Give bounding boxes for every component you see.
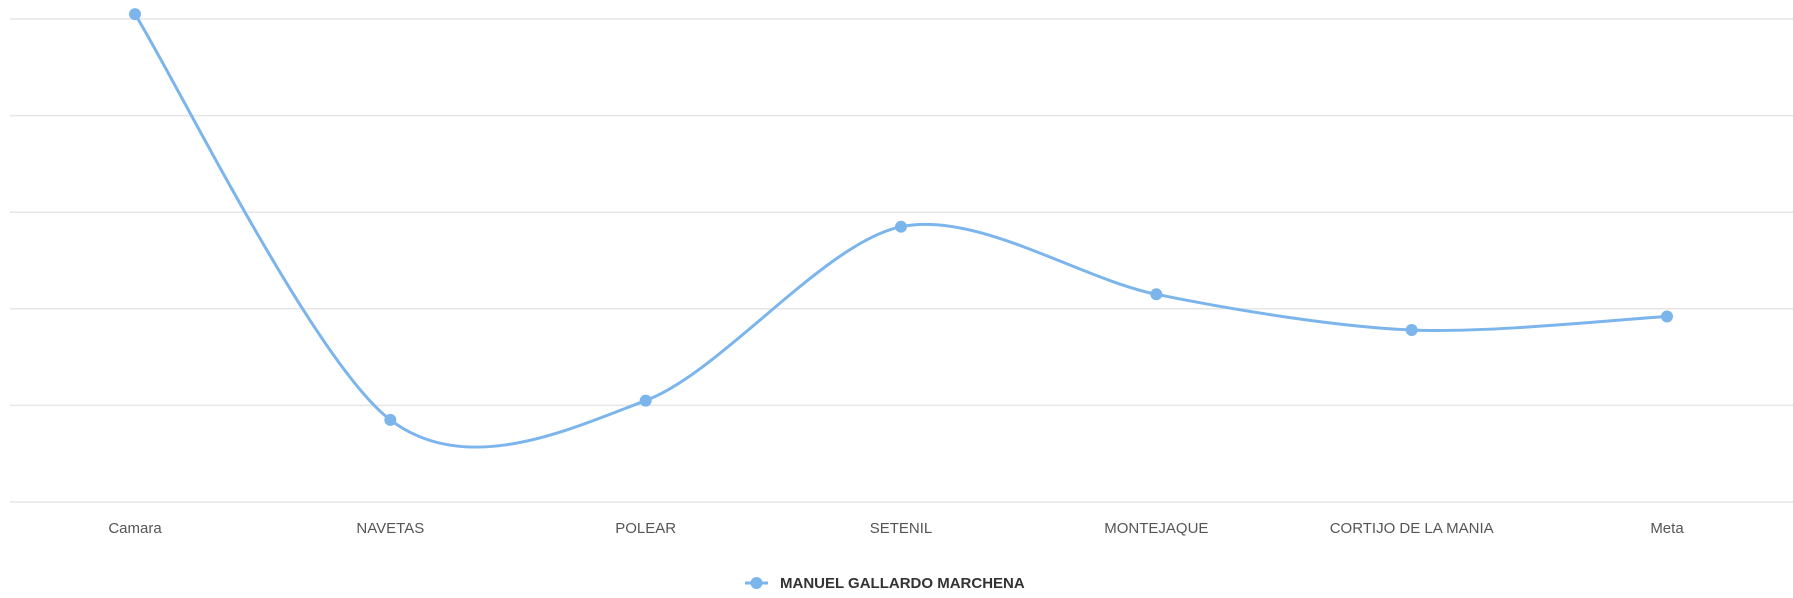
legend-point-marker [750, 577, 763, 589]
data-point[interactable] [639, 394, 652, 407]
x-tick-label: POLEAR [615, 520, 676, 537]
x-tick-label: MONTEJAQUE [1104, 520, 1208, 537]
data-point[interactable] [1661, 310, 1673, 323]
series-layer [129, 8, 1673, 449]
x-tick-label: NAVETAS [356, 520, 424, 537]
data-point[interactable] [129, 8, 141, 21]
x-tick-label: Camara [108, 520, 162, 537]
x-tick-label: Meta [1650, 520, 1684, 537]
data-point[interactable] [895, 220, 907, 233]
data-point[interactable] [1405, 324, 1418, 337]
data-point[interactable] [1150, 288, 1163, 301]
data-point[interactable] [384, 413, 397, 426]
grid-lines [10, 18, 1793, 503]
legend-series-name: MANUEL GALLARDO MARCHENA [780, 575, 1025, 592]
x-tick-label: CORTIJO DE LA MANIA [1330, 520, 1494, 537]
x-tick-label: SETENIL [870, 520, 933, 537]
series-line[interactable] [133, 13, 1668, 449]
legend[interactable]: MANUEL GALLARDO MARCHENA [745, 575, 1025, 592]
x-axis-labels: Camara NAVETAS POLEAR SETENIL MONTEJAQUE CORT… [108, 520, 1684, 537]
